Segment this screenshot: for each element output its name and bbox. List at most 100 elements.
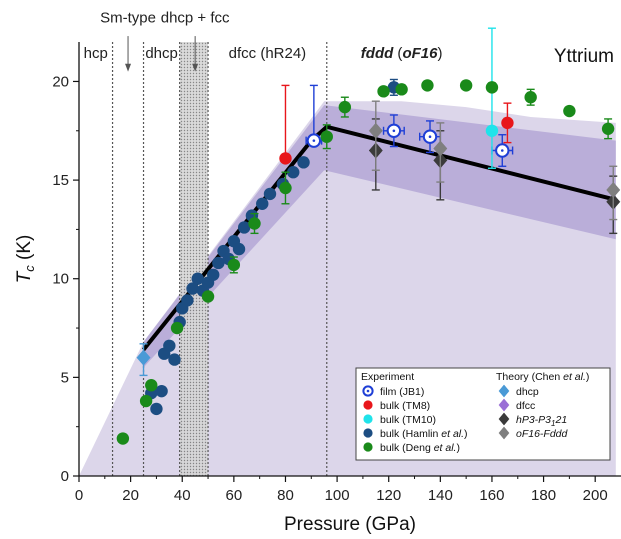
series-5 bbox=[136, 343, 151, 377]
legend-label: dfcc bbox=[516, 400, 535, 412]
data-point bbox=[168, 353, 181, 366]
data-point bbox=[485, 124, 499, 137]
data-point bbox=[459, 79, 473, 92]
fddd-phase-label: fddd (oF16) bbox=[361, 45, 443, 62]
data-point bbox=[395, 83, 408, 96]
y-axis-title-unit: (K) bbox=[14, 235, 35, 266]
legend-label: bulk (TM10) bbox=[380, 414, 436, 426]
legend-label-sub: 1 bbox=[551, 419, 555, 428]
legend-label-main: dfcc bbox=[516, 400, 535, 412]
legend-label-ital: et al. bbox=[441, 428, 464, 440]
phase-label: hcp bbox=[84, 45, 108, 62]
y-tick-label: 0 bbox=[61, 468, 69, 485]
data-points bbox=[116, 27, 621, 445]
legend-label-main: film (JB1) bbox=[380, 386, 424, 398]
x-tick-label: 100 bbox=[325, 487, 350, 504]
data-point bbox=[232, 242, 246, 256]
legend-box bbox=[355, 367, 611, 461]
chart-title: Yttrium bbox=[554, 46, 614, 67]
data-point bbox=[170, 321, 184, 335]
data-point bbox=[116, 432, 130, 445]
sm-type-arrowhead bbox=[125, 63, 132, 72]
x-tick-label: 140 bbox=[428, 487, 453, 504]
data-point-center bbox=[312, 139, 316, 142]
series-4 bbox=[116, 79, 615, 445]
data-point bbox=[191, 272, 204, 285]
fddd-bold: fddd bbox=[361, 45, 394, 62]
legend-label: bulk (Hamlin et al.) bbox=[380, 428, 468, 440]
legend-theory-title-pre: Theory (Chen bbox=[496, 371, 563, 383]
legend-label-main: hP3-P3 bbox=[516, 414, 551, 426]
legend-label-main: dhcp bbox=[516, 386, 539, 398]
data-point-center bbox=[392, 129, 396, 133]
data-point bbox=[279, 181, 292, 195]
data-point bbox=[139, 394, 153, 408]
data-point bbox=[501, 116, 514, 130]
fddd-open: ( bbox=[393, 45, 402, 62]
series-1 bbox=[279, 84, 514, 165]
legend-marker-center bbox=[366, 389, 370, 393]
phase-label: dhcp + fcc bbox=[161, 9, 230, 26]
series-2 bbox=[485, 27, 499, 169]
legend-label: oF16-Fddd bbox=[516, 428, 569, 440]
y-axis-title: Tc (K) bbox=[14, 235, 37, 284]
data-point bbox=[279, 152, 292, 165]
legend-marker bbox=[363, 414, 373, 424]
x-tick-label: 20 bbox=[122, 487, 139, 504]
y-tick-label: 15 bbox=[52, 172, 69, 189]
data-point bbox=[237, 221, 251, 234]
phase-label: dfcc (hR24) bbox=[229, 45, 307, 62]
legend-marker bbox=[363, 442, 373, 452]
data-point bbox=[248, 217, 261, 230]
data-point bbox=[227, 258, 241, 272]
legend-label-main: bulk (Deng bbox=[380, 442, 434, 454]
legend-marker bbox=[498, 412, 510, 426]
legend-label: bulk (Deng et al.) bbox=[380, 442, 460, 454]
x-tick-label: 160 bbox=[479, 487, 504, 504]
x-tick-label: 40 bbox=[174, 487, 191, 504]
legend-label: film (JB1) bbox=[380, 386, 424, 398]
legend-label-main: bulk (TM8) bbox=[380, 400, 430, 412]
legend-label: dhcp bbox=[516, 386, 539, 398]
legend-marker bbox=[498, 398, 510, 412]
data-point bbox=[421, 79, 434, 92]
y-axis-title-subscript: c bbox=[22, 265, 37, 272]
legend-marker bbox=[363, 428, 373, 438]
legend-label-post: ) bbox=[464, 428, 468, 440]
y-tick-label: 20 bbox=[52, 73, 69, 90]
legend-label: hP3-P3121 bbox=[516, 414, 567, 428]
data-point bbox=[377, 85, 390, 98]
data-point bbox=[485, 81, 499, 94]
legend-label-ital: et al. bbox=[434, 442, 457, 454]
mixed-arrowhead bbox=[192, 63, 199, 72]
data-point bbox=[563, 104, 576, 118]
data-point bbox=[524, 91, 537, 104]
data-point bbox=[601, 122, 615, 135]
data-point bbox=[256, 197, 269, 210]
legend-label-post: 21 bbox=[554, 414, 567, 426]
data-point bbox=[212, 256, 225, 270]
phase-label: dhcp bbox=[145, 45, 178, 62]
data-point bbox=[207, 268, 220, 281]
data-point bbox=[163, 339, 176, 352]
x-tick-label: 80 bbox=[277, 487, 294, 504]
data-point bbox=[606, 181, 621, 199]
data-point bbox=[181, 294, 194, 307]
data-point bbox=[201, 290, 215, 303]
legend-marker bbox=[363, 400, 373, 410]
y-tick-label: 5 bbox=[61, 369, 69, 386]
x-tick-label: 0 bbox=[75, 487, 83, 504]
data-point bbox=[150, 402, 163, 416]
data-point bbox=[287, 166, 300, 179]
data-point-center bbox=[428, 135, 432, 138]
data-point bbox=[136, 349, 151, 366]
data-point-center bbox=[500, 149, 504, 152]
x-tick-label: 60 bbox=[226, 487, 243, 504]
y-axis-title-symbol: T bbox=[14, 270, 35, 283]
data-point bbox=[320, 130, 333, 143]
series-8 bbox=[368, 100, 621, 221]
data-point bbox=[338, 100, 352, 114]
legend: Experiment Theory (Chen et al.) film (JB1)… bbox=[355, 367, 611, 461]
